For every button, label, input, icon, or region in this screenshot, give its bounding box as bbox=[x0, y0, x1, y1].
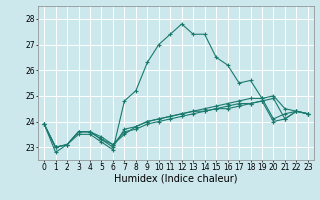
X-axis label: Humidex (Indice chaleur): Humidex (Indice chaleur) bbox=[114, 174, 238, 184]
